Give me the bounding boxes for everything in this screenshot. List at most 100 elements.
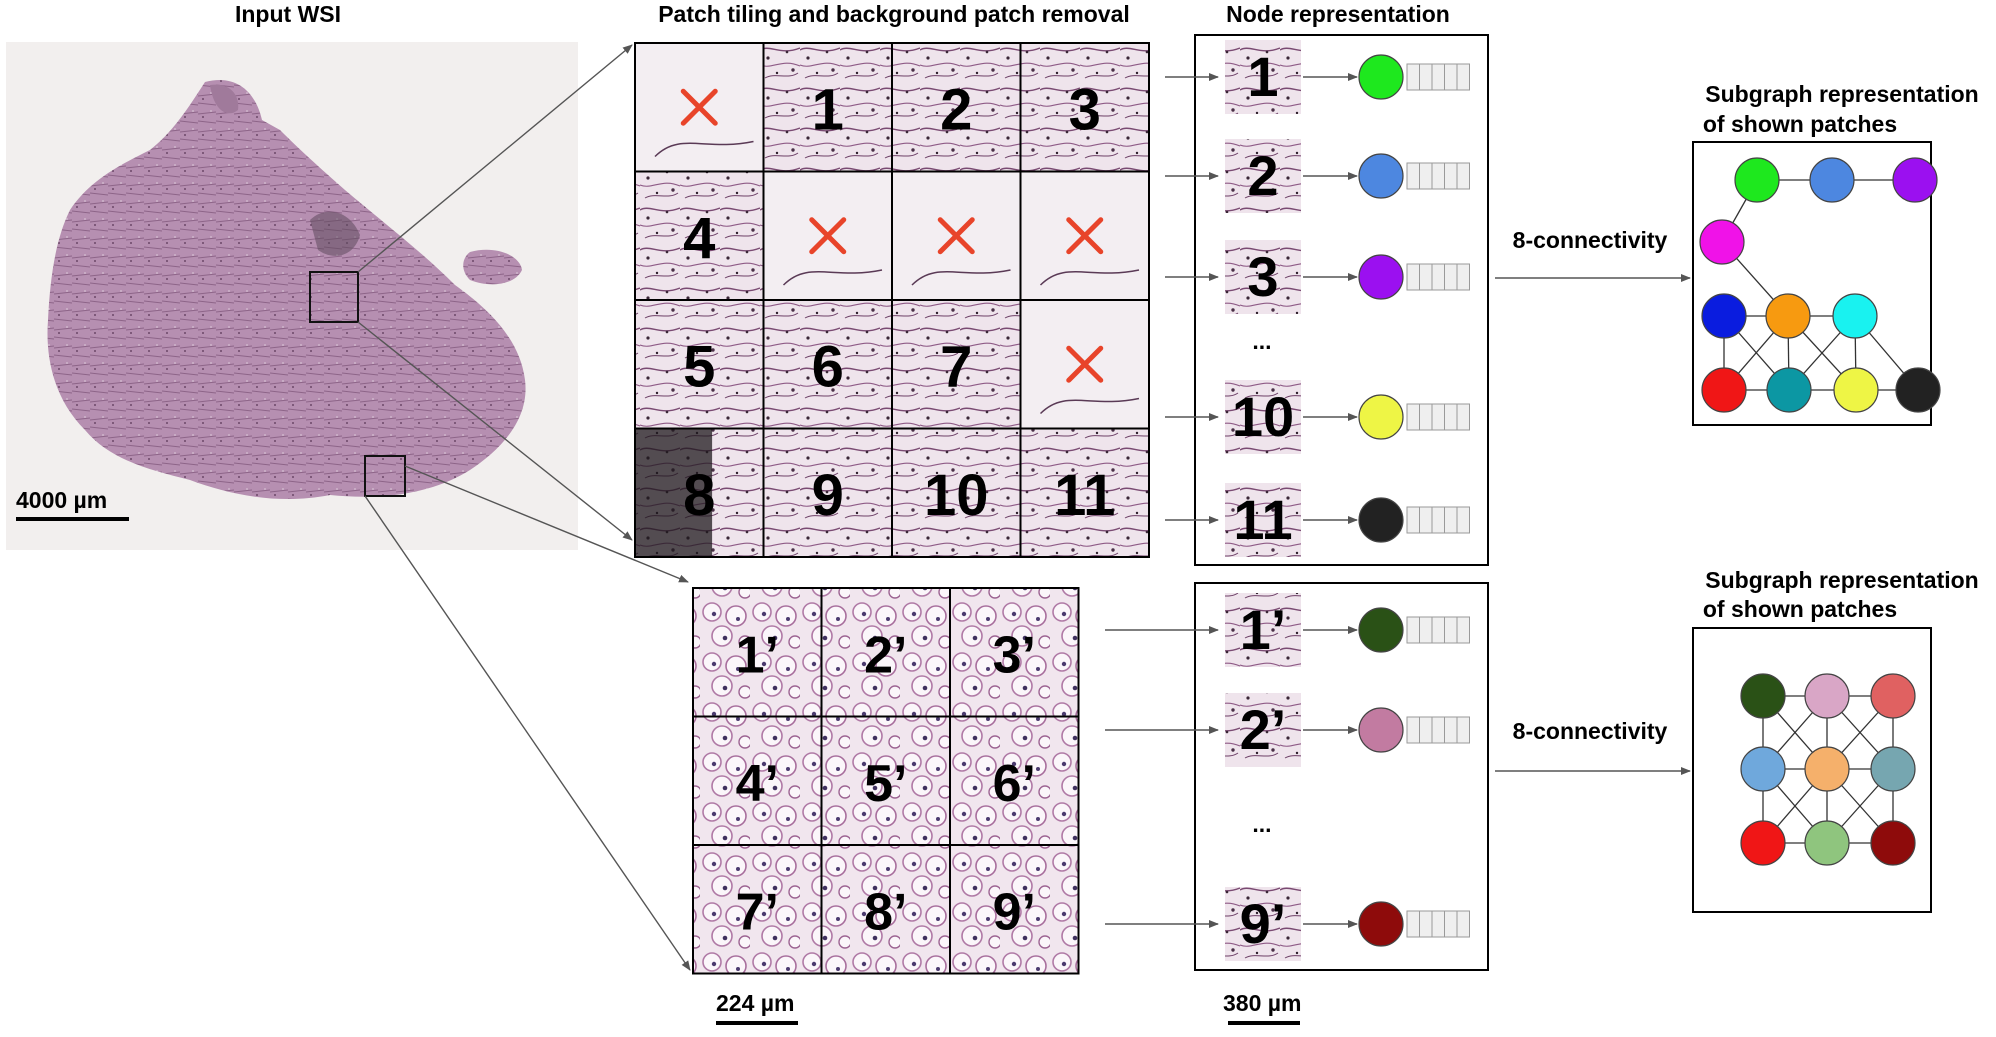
patch-texture bbox=[763, 43, 892, 172]
graph-node bbox=[1734, 157, 1780, 203]
bottom-node-ellipsis: ... bbox=[1252, 811, 1271, 837]
bottom-subgraph bbox=[1740, 673, 1916, 866]
bottom-patch-grid: 1’ 2’ 3’ 4’ 5’ 6’ 7’ 8’ 9’ bbox=[692, 587, 1080, 975]
node-scale-label: 380 µm bbox=[1223, 990, 1301, 1016]
feature-vector-cell bbox=[1431, 403, 1445, 431]
node-row: 10 bbox=[1165, 380, 1470, 454]
node-circle bbox=[1358, 153, 1404, 199]
patch-texture bbox=[763, 300, 892, 429]
node-circle bbox=[1358, 54, 1404, 100]
patch-texture bbox=[1020, 43, 1149, 172]
patch-texture bbox=[892, 428, 1021, 557]
patch-border bbox=[1019, 427, 1150, 558]
node-label: 9’ bbox=[1240, 892, 1287, 955]
feature-vector-cell bbox=[1456, 403, 1470, 431]
sparse-tissue bbox=[911, 269, 1011, 286]
subgraph-bottom-title-line2: of shown patches bbox=[1703, 596, 1897, 622]
node-label: 10 bbox=[1232, 385, 1294, 448]
removed-patch-x-icon bbox=[680, 88, 718, 126]
top-subgraph bbox=[1699, 157, 1941, 413]
feature-vector-cell bbox=[1444, 716, 1458, 744]
feature-vector-cell bbox=[1444, 263, 1458, 291]
subgraph-bottom-title-line1: Subgraph representation bbox=[1705, 567, 1978, 593]
wsi-dark-region bbox=[310, 211, 360, 256]
feature-vector-cell bbox=[1431, 616, 1445, 644]
graph-node bbox=[1895, 367, 1941, 413]
patch-cell: 6’ bbox=[949, 715, 1080, 846]
patch-cell: 3 bbox=[1019, 42, 1150, 173]
patch-label: 9 bbox=[812, 463, 844, 528]
node-thumbnail bbox=[1225, 40, 1301, 114]
feature-vector-cell bbox=[1456, 616, 1470, 644]
graph-node bbox=[1804, 820, 1850, 866]
patch-texture bbox=[693, 588, 822, 717]
wsi-scale-label: 4000 µm bbox=[16, 487, 107, 513]
wsi-tissue-detail bbox=[210, 84, 239, 114]
patch-texture bbox=[821, 845, 950, 974]
feature-vector-cell bbox=[1444, 403, 1458, 431]
patch-label: 6’ bbox=[993, 755, 1036, 813]
graph-node bbox=[1809, 157, 1855, 203]
wsi-roi-top bbox=[309, 271, 359, 323]
patch-texture bbox=[892, 43, 1021, 172]
removed-patch-x-icon bbox=[1066, 217, 1104, 255]
patch-texture bbox=[693, 716, 822, 845]
feature-vector-cell bbox=[1444, 506, 1458, 534]
patch-label: 5 bbox=[683, 334, 715, 399]
zoom-line-bottom-lower bbox=[364, 495, 691, 971]
top-node-ellipsis: ... bbox=[1252, 328, 1271, 354]
x-stroke bbox=[937, 217, 975, 255]
patch-label: 3 bbox=[1069, 77, 1101, 142]
node-label: 1’ bbox=[1240, 598, 1287, 661]
feature-vector-cell bbox=[1431, 63, 1445, 91]
feature-vector-cell bbox=[1431, 910, 1445, 938]
patch-cell: 2 bbox=[891, 42, 1022, 173]
removed-patch bbox=[762, 170, 893, 301]
graph-node bbox=[1870, 746, 1916, 792]
feature-vector-cell bbox=[1431, 506, 1445, 534]
feature-vector-cell bbox=[1444, 63, 1458, 91]
x-stroke bbox=[809, 217, 847, 255]
node-row: 2’ bbox=[1105, 693, 1470, 767]
patch-texture bbox=[892, 300, 1021, 429]
feature-vector-cell bbox=[1419, 162, 1433, 190]
sparse-tissue bbox=[654, 140, 754, 158]
patch-tiling-title: Patch tiling and background patch remova… bbox=[658, 1, 1130, 27]
feature-vector-cell bbox=[1406, 910, 1420, 938]
patch-texture bbox=[763, 428, 892, 557]
patch-texture bbox=[950, 716, 1079, 845]
graph-node bbox=[1740, 746, 1786, 792]
node-label: 3 bbox=[1247, 245, 1278, 308]
top-node-list: 1 2 3 10 11 bbox=[1165, 40, 1470, 557]
removed-patch-x-icon bbox=[1066, 345, 1104, 383]
patch-label: 1 bbox=[812, 77, 844, 142]
patch-cell: 10 bbox=[891, 427, 1022, 558]
feature-vector-cell bbox=[1444, 910, 1458, 938]
feature-vector-cell bbox=[1419, 910, 1433, 938]
feature-vector-cell bbox=[1431, 716, 1445, 744]
node-label: 2 bbox=[1247, 144, 1278, 207]
patch-cell: 1 bbox=[762, 42, 893, 173]
x-stroke bbox=[1066, 345, 1104, 383]
patch-label: 4’ bbox=[736, 755, 779, 813]
patch-label: 2 bbox=[940, 77, 972, 142]
feature-vector-cell bbox=[1431, 162, 1445, 190]
removed-patch-x-icon bbox=[937, 217, 975, 255]
node-thumbnail bbox=[1225, 887, 1301, 961]
feature-vector-cell bbox=[1406, 63, 1420, 91]
x-stroke bbox=[680, 88, 718, 126]
wsi-panel: 4000 µm bbox=[6, 42, 578, 550]
node-row: 3 bbox=[1165, 240, 1470, 314]
graph-node bbox=[1740, 673, 1786, 719]
patch-texture bbox=[821, 588, 950, 717]
node-thumbnail bbox=[1225, 139, 1301, 213]
patch-scale-label: 224 µm bbox=[716, 990, 794, 1016]
patch-cell: 1’ bbox=[692, 587, 823, 718]
patch-cell: 5 bbox=[634, 299, 765, 430]
patch-texture bbox=[635, 171, 764, 300]
patch-texture bbox=[950, 845, 1079, 974]
patch-cell: 4 bbox=[634, 170, 765, 301]
patch-label-highlight: 8 bbox=[683, 463, 715, 528]
patch-cell: 8 bbox=[634, 427, 765, 558]
patch-cell: 2’ bbox=[820, 587, 951, 718]
